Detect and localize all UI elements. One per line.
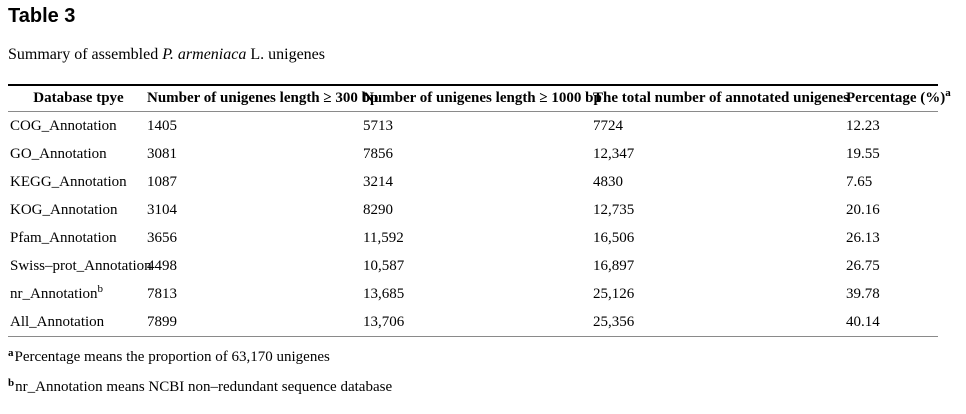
- table-row: Pfam_Annotation 3656 11,592 16,506 26.13: [8, 224, 938, 252]
- footnotes: aPercentage means the proportion of 63,1…: [8, 347, 393, 409]
- database-name: KEGG_Annotation: [10, 173, 127, 190]
- column-header-label: Number of unigenes length ≥ 300 bp: [147, 90, 379, 106]
- value-cell: 26.13: [846, 229, 880, 246]
- value-cell: 16,897: [593, 257, 635, 274]
- table-row: nr_Annotationb 7813 13,685 25,126 39.78: [8, 280, 938, 308]
- value-cell: 3214: [363, 173, 393, 190]
- column-header-label: Percentage (%): [846, 90, 946, 106]
- value-cell: 13,706: [363, 308, 593, 337]
- value-cell: 4830: [593, 173, 623, 190]
- table-row: All_Annotation 7899 13,706 25,356 40.14: [8, 308, 938, 337]
- footnote: bnr_Annotation means NCBI non–redundant …: [8, 377, 393, 396]
- database-name-cell: COG_Annotation: [8, 112, 147, 141]
- value-cell: 26.75: [846, 257, 880, 274]
- value-cell: 10,587: [363, 257, 405, 274]
- table-row: GO_Annotation 3081 7856 12,347 19.55: [8, 140, 938, 168]
- value-cell: 3081: [147, 145, 177, 162]
- column-header-label: The total number of annotated unigenes: [593, 90, 849, 106]
- value-cell: 12.23: [846, 117, 880, 134]
- value-cell: 25,356: [593, 308, 846, 337]
- database-name-cell: Pfam_Annotation: [8, 224, 147, 252]
- value-cell: 1405: [147, 117, 177, 134]
- database-name-cell: All_Annotation: [8, 308, 147, 337]
- value-cell: 11,592: [363, 229, 404, 246]
- table-row: KEGG_Annotation 1087 3214 4830 7.65: [8, 168, 938, 196]
- database-name: GO_Annotation: [10, 145, 107, 162]
- caption-prefix: Summary of assembled: [8, 46, 163, 63]
- database-name: KOG_Annotation: [10, 201, 118, 218]
- value-cell: 12,347: [593, 145, 635, 162]
- footnote: aPercentage means the proportion of 63,1…: [8, 347, 392, 366]
- value-cell: 40.14: [846, 308, 938, 337]
- value-cell: 4498: [147, 257, 177, 274]
- value-cell: 1087: [147, 173, 177, 190]
- table-row: KOG_Annotation 3104 8290 12,735 20.16: [8, 196, 938, 224]
- database-name: nr_Annotation: [10, 285, 98, 302]
- table-caption: Summary of assembled P. armeniaca L. uni…: [8, 45, 325, 64]
- database-name-cell: GO_Annotation: [8, 140, 147, 168]
- database-name-cell: KOG_Annotation: [8, 196, 147, 224]
- species-name: P. armeniaca: [162, 46, 247, 63]
- value-cell: 3104: [147, 201, 177, 218]
- table-row: COG_Annotation 1405 5713 7724 12.23: [8, 112, 938, 141]
- value-cell: 3656: [147, 229, 177, 246]
- table-header-row: Database tpye Number of unigenes length ≥…: [8, 84, 951, 112]
- value-cell: 25,126: [593, 285, 635, 302]
- column-header: Database tpye: [8, 84, 147, 112]
- value-cell: 19.55: [846, 145, 880, 162]
- column-header-label: Database tpye: [33, 90, 124, 106]
- column-header: Number of unigenes length ≥ 300 bp: [147, 84, 378, 112]
- table-row: Swiss–prot_Annotation 4498 10,587 16,897 26.…: [8, 252, 938, 280]
- value-cell: 7899: [147, 308, 363, 337]
- database-name-cell: Swiss–prot_Annotation: [8, 252, 152, 280]
- unigene-summary-table: Database tpye Number of unigenes length ≥…: [8, 84, 951, 337]
- database-name: Swiss–prot_Annotation: [10, 257, 152, 274]
- table-label: Table 3: [8, 5, 76, 27]
- database-name-cell: nr_Annotationb: [8, 280, 147, 308]
- value-cell: 7.65: [846, 173, 873, 190]
- database-name: Pfam_Annotation: [10, 229, 117, 246]
- value-cell: 7856: [363, 145, 393, 162]
- value-cell: 5713: [363, 117, 393, 134]
- value-cell: 12,735: [593, 201, 635, 218]
- database-name: COG_Annotation: [10, 117, 117, 134]
- column-header: The total number of annotated unigenes: [593, 84, 849, 112]
- value-cell: 39.78: [846, 285, 880, 302]
- value-cell: 7813: [147, 285, 177, 302]
- database-name: All_Annotation: [10, 313, 105, 330]
- row-footnote-marker: b: [97, 282, 104, 295]
- column-header-label: Number of unigenes length ≥ 1000 bp: [363, 90, 602, 106]
- value-cell: 13,685: [363, 285, 405, 302]
- value-cell: 16,506: [593, 229, 635, 246]
- value-cell: 8290: [363, 201, 393, 218]
- footnote-text: nr_Annotation means NCBI non–redundant s…: [15, 379, 393, 395]
- value-cell: 20.16: [846, 201, 880, 218]
- column-header: Number of unigenes length ≥ 1000 bp: [363, 84, 602, 112]
- caption-suffix: L. unigenes: [246, 46, 325, 63]
- footnote-marker: b: [8, 377, 15, 389]
- footnote-marker: a: [8, 347, 14, 359]
- column-header: Percentage (%)a: [846, 84, 951, 112]
- footnote-text: Percentage means the proportion of 63,17…: [14, 349, 330, 365]
- value-cell: 7724: [593, 117, 623, 134]
- database-name-cell: KEGG_Annotation: [8, 168, 147, 196]
- header-footnote-marker: a: [945, 87, 951, 99]
